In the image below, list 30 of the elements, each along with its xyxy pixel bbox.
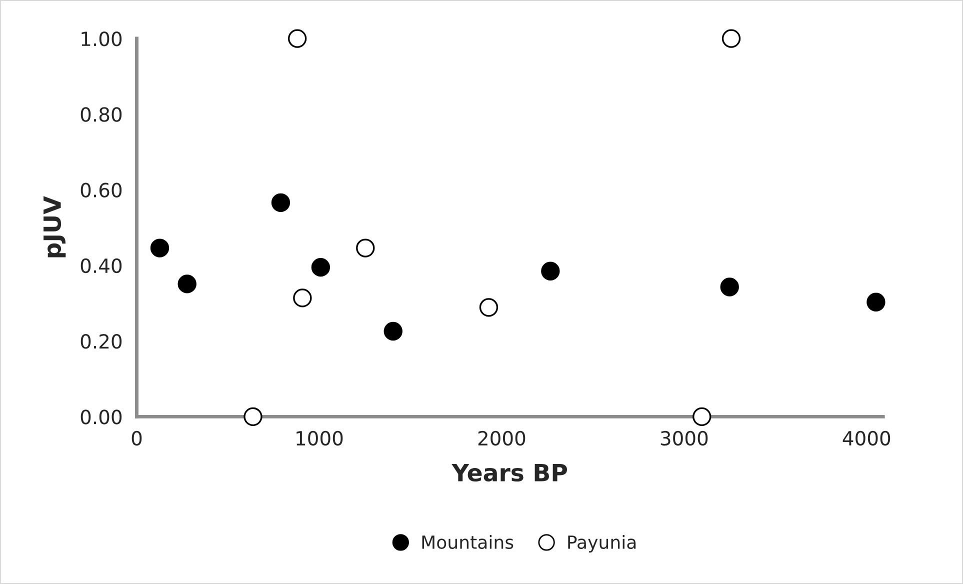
point — [293, 288, 312, 308]
y-tick-label: 0.80 — [80, 107, 122, 122]
x-tick-label: 1000 — [296, 430, 343, 446]
point — [288, 29, 307, 48]
point — [150, 238, 170, 258]
point — [384, 322, 402, 341]
point — [692, 407, 712, 426]
y-tick-label: 1.00 — [82, 32, 122, 46]
x-tick-label: 3000 — [660, 430, 708, 446]
y-tick-label: 0.00 — [80, 410, 122, 424]
point — [311, 258, 330, 277]
x-tick-label: 2000 — [478, 430, 526, 446]
y-tick-label: 0.60 — [80, 182, 122, 198]
legend-label: Mountains — [422, 535, 514, 550]
point — [866, 292, 886, 312]
legend-label: Payunia — [568, 535, 636, 553]
y-tick-label: 0.20 — [80, 334, 122, 349]
point — [722, 29, 741, 48]
point — [356, 238, 375, 258]
y-tick-label: 0.40 — [80, 258, 122, 274]
point — [541, 262, 560, 280]
point — [479, 298, 498, 317]
point — [244, 407, 262, 426]
point — [178, 274, 196, 294]
x-axis-title: Years BP — [452, 464, 567, 482]
point — [720, 278, 739, 296]
y-axis-title: pJUV — [44, 196, 66, 258]
x-tick-label: 0 — [132, 430, 142, 446]
x-tick-label: 4000 — [842, 430, 890, 446]
point — [271, 193, 290, 212]
